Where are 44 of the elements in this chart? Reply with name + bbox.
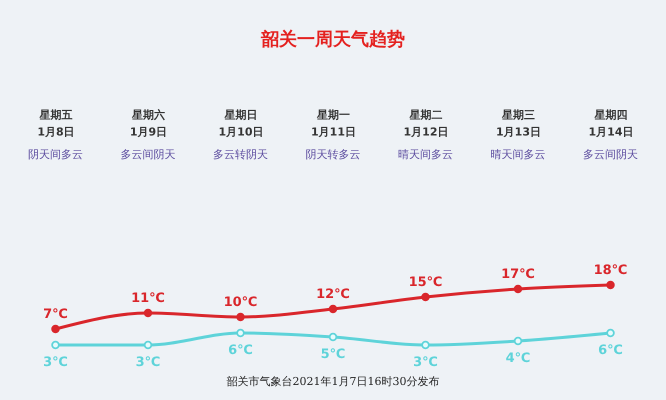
data-label: 12℃ bbox=[316, 287, 350, 302]
data-label: 3℃ bbox=[136, 355, 160, 370]
point bbox=[328, 332, 338, 342]
point bbox=[51, 340, 60, 350]
point bbox=[328, 304, 338, 314]
point bbox=[421, 340, 430, 350]
data-label: 17℃ bbox=[501, 267, 535, 282]
text: 阴天转多云 bbox=[306, 148, 360, 161]
text: 多云转阴天 bbox=[213, 148, 268, 161]
point bbox=[236, 312, 245, 322]
data-label: 7℃ bbox=[43, 307, 68, 322]
text: 韶关市气象台2021年1月7日16时30分发布 bbox=[226, 375, 440, 388]
data-label: 3℃ bbox=[413, 355, 438, 370]
point bbox=[51, 324, 60, 334]
x-tick-label: 星期五 1月8日 bbox=[37, 108, 75, 138]
text: 阴天间多云 bbox=[28, 148, 83, 161]
point bbox=[514, 336, 522, 346]
data-label: 15℃ bbox=[408, 275, 442, 290]
data-label: 4℃ bbox=[506, 351, 530, 366]
point bbox=[144, 340, 152, 350]
x-tick-label: 星期四 1月14日 bbox=[588, 108, 634, 138]
point bbox=[514, 284, 522, 294]
data-label: 18℃ bbox=[594, 263, 628, 278]
data-label: 11℃ bbox=[131, 291, 165, 306]
text: 晴天间多云 bbox=[398, 148, 453, 161]
text: 多云间阴天 bbox=[120, 148, 176, 161]
x-tick-label: 星期六 1月9日 bbox=[130, 108, 168, 138]
point bbox=[236, 328, 245, 338]
data-label: 3℃ bbox=[43, 355, 68, 370]
x-tick-label: 星期二 1月12日 bbox=[404, 108, 448, 138]
data-label: 6℃ bbox=[228, 343, 253, 358]
data-label: 6℃ bbox=[598, 343, 623, 358]
x-tick-label: 星期日 1月10日 bbox=[218, 108, 264, 138]
text: 多云间阴天 bbox=[583, 148, 638, 161]
x-tick-label: 星期三 1月13日 bbox=[496, 108, 541, 138]
x-tick-label: 星期一 1月11日 bbox=[311, 108, 356, 138]
chart-title: 韶关一周天气趋势 bbox=[260, 29, 405, 50]
text: 晴天间多云 bbox=[490, 148, 546, 161]
point bbox=[606, 328, 615, 338]
point bbox=[144, 308, 152, 318]
data-label: 10℃ bbox=[224, 295, 258, 310]
data-label: 5℃ bbox=[320, 347, 346, 362]
point bbox=[606, 280, 615, 290]
point bbox=[421, 292, 430, 302]
